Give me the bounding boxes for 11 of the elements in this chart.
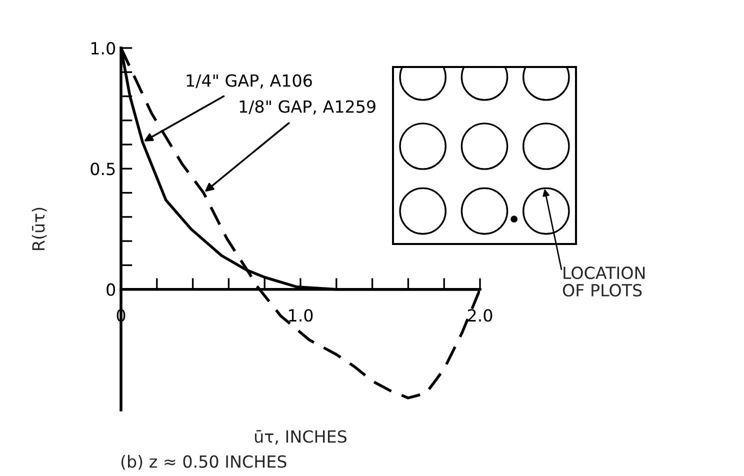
y-tick-label: 1.0: [91, 42, 116, 55]
annotation: 1/4" GAP, A106: [186, 74, 312, 89]
y-tick-label: 0.5: [90, 162, 115, 176]
x-axis-title: ūτ, INCHES: [254, 430, 346, 445]
y-axis-title: R(ūτ): [32, 208, 47, 250]
annotation: 1/8" GAP, A1259: [240, 100, 376, 115]
text: LOCATION OF PLOTS: [562, 266, 645, 297]
x-tick-label: 1.0: [289, 309, 313, 322]
y-tick-label: 0: [106, 283, 116, 296]
text: (b) z ≈ 0.50 INCHES: [121, 454, 286, 470]
x-tick-label: 2.0: [468, 309, 492, 322]
